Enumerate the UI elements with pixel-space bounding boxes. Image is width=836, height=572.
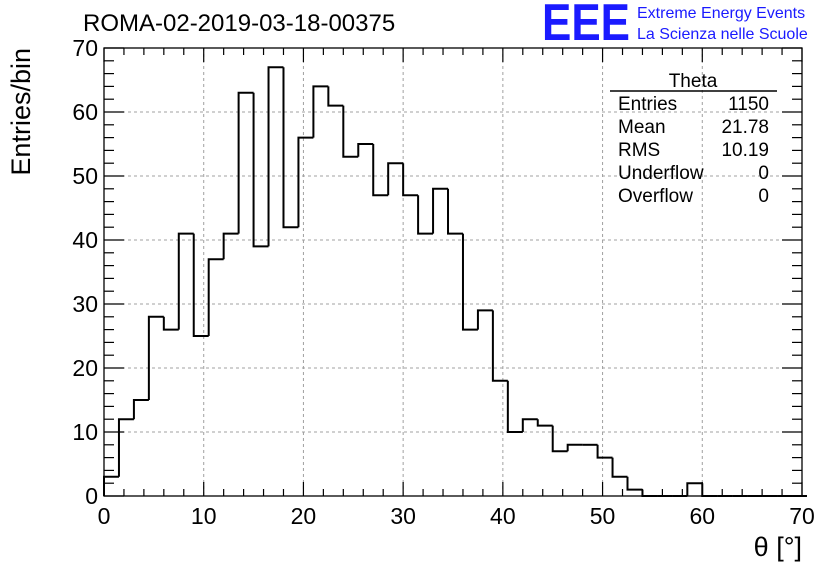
grid-lines [104,48,802,496]
histogram-bin [267,66,284,247]
histogram-bin [476,309,493,330]
logo-line-1: Extreme Energy Events [637,5,805,22]
y-tick-label: 0 [85,483,98,509]
histogram-bin [402,163,419,197]
histogram-bars [103,66,807,497]
histogram-bin [596,444,613,459]
stats-box: Theta Entries 1150 Mean 21.78 RMS 10.19 Underf… [610,71,777,207]
x-tick-label: 50 [590,503,616,529]
histogram-bin [686,482,703,496]
histogram-bin [372,144,389,197]
x-tick-label: 40 [490,503,516,529]
histogram-bin [177,232,194,330]
stats-row-value: 1150 [728,94,769,115]
histogram-bin [701,483,718,497]
x-axis-label: θ [°] [754,532,802,562]
y-tick-label: 70 [72,35,98,61]
histogram-bin [611,457,628,478]
histogram-bin [327,86,344,107]
histogram-bin [282,67,299,229]
histogram-bin [342,105,359,158]
logo-line-2: La Scienza nelle Scuole [637,26,808,43]
y-tick-label: 10 [72,419,98,445]
histogram-bin [432,187,449,234]
x-tick-label: 60 [689,503,715,529]
stats-row-label: Underflow [618,163,704,184]
y-tick-label: 50 [72,163,98,189]
eee-logo-mark: EEE [542,0,630,52]
x-tick-label: 30 [390,503,416,529]
histogram-bin [117,418,134,477]
histogram-bin [551,425,568,453]
histogram-bin [222,232,239,260]
histogram-bin [252,92,269,248]
histogram-bin [506,380,523,433]
stats-row-value: 10.19 [721,140,769,161]
histogram-bin [207,258,224,336]
histogram-bin [312,85,329,138]
stats-row-label: Overflow [618,186,693,207]
histogram-bin [536,419,553,427]
histogram-bin [491,310,508,382]
stats-row-value: 0 [758,186,769,207]
stats-row-label: Entries [618,94,677,115]
histogram-bin [297,136,314,228]
histogram-bin [237,91,254,234]
histogram-bin [417,195,434,235]
y-tick-label: 30 [72,291,98,317]
stats-row-value: 0 [758,163,769,184]
stats-box-title: Theta [669,71,718,92]
histogram-bin [641,489,658,497]
histogram-bin [147,315,164,400]
histogram-bin [162,316,179,331]
y-tick-label: 60 [72,99,98,125]
x-tick-label: 0 [98,503,111,529]
stats-row-label: Mean [618,117,666,138]
x-tick-label: 20 [291,503,317,529]
axis-ticks [103,47,803,497]
x-tick-label: 10 [191,503,217,529]
x-tick-label: 70 [789,503,815,529]
histogram-bin [626,476,643,491]
histogram-bin [357,143,374,157]
histogram-bin [192,233,209,337]
histogram-bin [461,233,478,331]
chart-title: ROMA-02-2019-03-18-00375 [83,10,395,37]
histogram-bin [387,162,404,196]
stats-row-label: RMS [618,140,660,161]
histogram-bin [566,443,583,452]
y-tick-label: 20 [72,355,98,381]
y-axis-label: Entries/bin [6,48,36,176]
plot-frame [103,47,803,497]
histogram-bin [521,418,538,432]
stats-rows: Entries 1150 Mean 21.78 RMS 10.19 Underflow 0 Ov… [618,94,769,207]
histogram-bin [132,399,149,420]
y-tick-label: 40 [72,227,98,253]
stats-row-value: 21.78 [721,117,769,138]
histogram-bin [447,188,463,235]
tick-labels: 0 10 20 30 40 50 60 70 0 10 20 30 40 50 60 70 [72,35,814,529]
histogram-bin [103,475,119,496]
